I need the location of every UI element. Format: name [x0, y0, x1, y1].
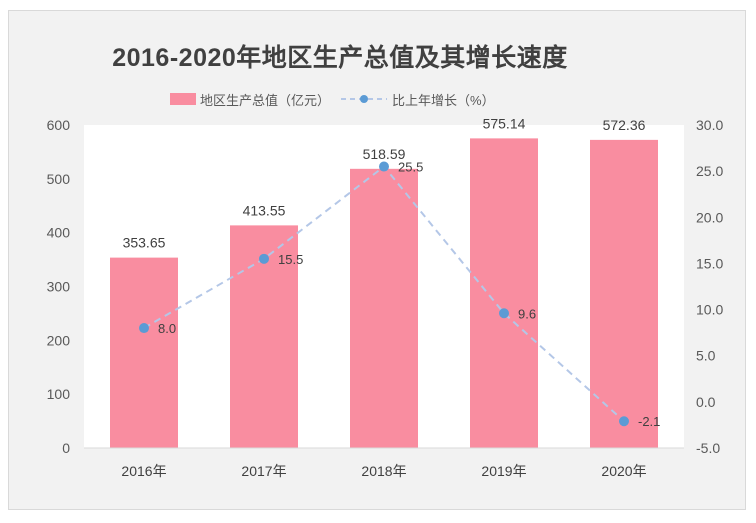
y-left-tick-label: 500 [47, 171, 71, 187]
y-right-tick-label: 15.0 [696, 255, 723, 271]
bar-data-label: 518.59 [363, 146, 406, 162]
y-left-tick-label: 0 [62, 440, 70, 456]
y-left-tick-label: 200 [47, 332, 71, 348]
x-tick-label: 2020年 [601, 463, 646, 479]
chart-legend: 地区生产总值（亿元） 比上年增长（%） [170, 90, 495, 109]
legend-label-growth: 比上年增长（%） [392, 92, 495, 108]
growth-point [619, 416, 629, 427]
y-right-tick-label: -5.0 [696, 440, 720, 456]
growth-point [499, 308, 509, 319]
y-right-tick-label: 25.0 [696, 163, 723, 179]
y-right-tick-label: 30.0 [696, 117, 723, 133]
growth-data-label: 15.5 [278, 252, 303, 267]
bar [590, 139, 658, 449]
y-left-tick-label: 100 [47, 386, 71, 402]
legend-item-growth: 比上年增长（%） [340, 90, 495, 109]
y-right-tick-label: 0.0 [696, 394, 716, 410]
legend-label-gdp: 地区生产总值（亿元） [200, 92, 331, 108]
growth-data-label: 9.6 [518, 306, 536, 321]
x-tick-label: 2019年 [481, 463, 526, 479]
y-right-tick-label: 20.0 [696, 209, 723, 225]
bar [110, 257, 178, 448]
bar-data-label: 572.36 [603, 117, 646, 133]
y-left-tick-label: 300 [47, 279, 71, 295]
y-left-tick-label: 400 [47, 225, 71, 241]
y-right-tick-label: 5.0 [696, 348, 716, 364]
chart-title: 2016-2020年地区生产总值及其增长速度 [112, 44, 568, 72]
y-right-tick-label: 10.0 [696, 302, 723, 318]
x-tick-label: 2017年 [241, 463, 286, 479]
legend-swatch-bar [170, 93, 196, 105]
growth-point [139, 323, 149, 334]
growth-data-label: 8.0 [158, 321, 176, 336]
bar-data-label: 413.55 [243, 202, 286, 218]
bar-data-label: 575.14 [483, 115, 526, 131]
y-left-tick-label: 600 [47, 117, 71, 133]
x-tick-label: 2016年 [121, 463, 166, 479]
growth-point [259, 253, 269, 264]
bar [350, 168, 418, 448]
growth-point [379, 161, 389, 172]
growth-data-label: 25.5 [398, 160, 423, 175]
bar-data-label: 353.65 [123, 235, 166, 251]
growth-data-label: -2.1 [638, 414, 660, 429]
x-tick-label: 2018年 [361, 463, 406, 479]
legend-item-gdp: 地区生产总值（亿元） [170, 90, 330, 109]
legend-swatch-line [341, 95, 388, 103]
bar [470, 138, 538, 448]
